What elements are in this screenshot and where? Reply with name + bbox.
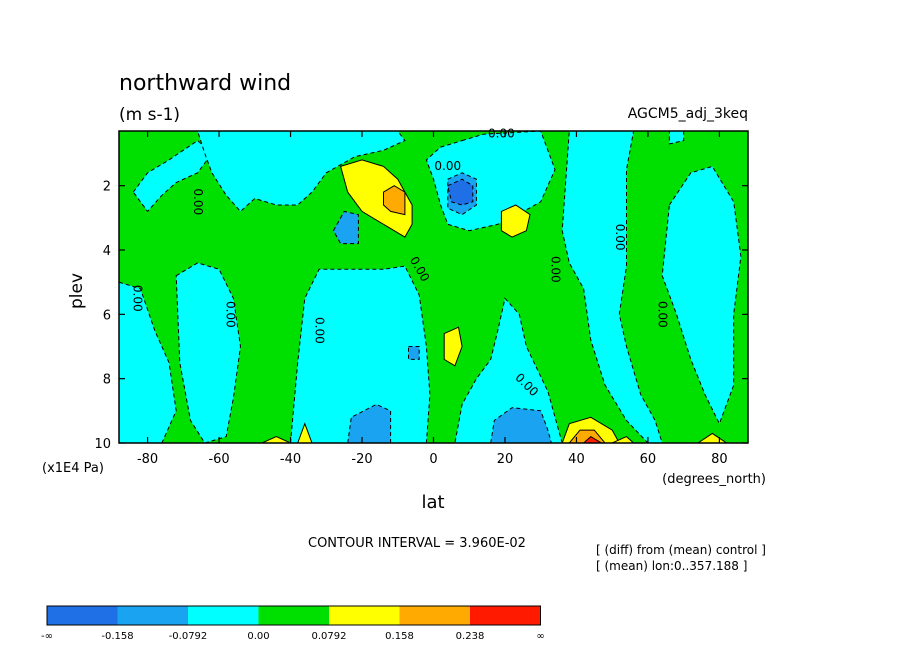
y-axis: 2 4 6 8 10 <box>94 180 748 452</box>
dataset-label: AGCM5_adj_3keq <box>628 106 748 122</box>
colorbar-label: -0.0792 <box>169 631 208 642</box>
contour-region-level--1-0 <box>132 139 213 213</box>
contour-region-level--2-0 <box>332 210 359 245</box>
y-axis-label: plev <box>67 273 87 309</box>
x-axis-units: (degrees_north) <box>662 472 766 487</box>
x-tick-label: -60 <box>208 452 229 467</box>
colorbar-label: 0.0792 <box>312 631 347 642</box>
colorbar-swatch <box>329 606 400 625</box>
colorbar-label: 0.00 <box>247 631 269 642</box>
contour-label: 0.00 <box>434 159 461 173</box>
contour-region-level--1-4 <box>289 265 431 443</box>
contour-region-level-1-1 <box>500 204 531 238</box>
contour-region-level--1-2 <box>119 281 177 443</box>
colorbar-label: ∞ <box>536 631 544 642</box>
y-tick-label: 4 <box>103 244 111 259</box>
contour-interval: CONTOUR INTERVAL = 3.960E-02 <box>308 536 526 551</box>
contour-region-level-1-3 <box>261 436 291 443</box>
contour-region-level-3-0 <box>582 435 603 443</box>
contour-region-level--1-8 <box>668 131 685 145</box>
colorbar-swatch <box>117 606 188 625</box>
x-tick-label: 80 <box>711 452 728 467</box>
contour-region-level-1-4 <box>297 422 313 443</box>
contour-label: 0.00 <box>656 301 670 328</box>
contour-label: 0.00 <box>613 224 627 251</box>
x-axis-label: lat <box>421 492 444 513</box>
colorbar-swatch <box>258 606 329 625</box>
colorbar-swatch <box>188 606 259 625</box>
contour-label: 0.00 <box>223 301 237 328</box>
y-tick-label: 10 <box>94 437 111 452</box>
contour-region-level-1-6 <box>611 436 635 443</box>
colorbar-label: 0.238 <box>456 631 485 642</box>
colorbar-label: -0.158 <box>101 631 133 642</box>
colorbar-swatch <box>399 606 470 625</box>
y-tick-label: 6 <box>103 308 111 323</box>
contour-region-level--2-2 <box>408 346 420 360</box>
y-tick-label: 2 <box>103 180 111 195</box>
contour-region-level--1-6 <box>454 297 563 443</box>
note-diff: [ (diff) from (mean) control ] <box>596 543 766 557</box>
contour-label: 0.00 <box>191 188 205 215</box>
contour-region-level--1-9 <box>661 165 742 425</box>
x-tick-label: 60 <box>640 452 657 467</box>
contour-label: 0.00 <box>488 127 515 141</box>
contour-region-level-1-2 <box>443 326 463 367</box>
y-tick-label: 8 <box>103 373 111 388</box>
contour-label: 0.00 <box>549 256 563 283</box>
contour-label: 0.00 <box>130 285 144 312</box>
x-tick-label: 0 <box>429 452 437 467</box>
x-tick-label: -20 <box>351 452 372 467</box>
contour-region-level--1-1 <box>197 131 406 213</box>
x-tick-label: -40 <box>280 452 301 467</box>
colorbar-swatch <box>47 606 118 625</box>
contour-region-level--1-7 <box>561 131 663 443</box>
x-tick-label: -80 <box>137 452 158 467</box>
plot-area <box>119 131 748 443</box>
y-axis-units: (x1E4 Pa) <box>42 461 104 476</box>
contour-region-level--2-4 <box>490 407 552 443</box>
note-mean: [ (mean) lon:0..357.188 ] <box>596 559 747 573</box>
chart-units: (m s-1) <box>119 105 180 125</box>
colorbar-label: -∞ <box>41 631 53 642</box>
contour-label: 0.00 <box>313 317 327 344</box>
colorbar: -∞ -0.158 -0.0792 0.00 0.0792 0.158 0.238 ∞ <box>41 605 545 642</box>
contour-region-level-1-0 <box>339 159 413 238</box>
colorbar-swatch <box>470 606 541 625</box>
contour-region-level--1-3 <box>175 262 242 443</box>
x-axis: -80 -60 -40 -20 0 20 40 60 80 <box>137 131 728 467</box>
x-tick-label: 40 <box>568 452 585 467</box>
x-tick-label: 20 <box>497 452 514 467</box>
chart-title: northward wind <box>119 71 291 96</box>
contour-region-level--3-0 <box>447 178 474 206</box>
colorbar-label: 0.158 <box>385 631 414 642</box>
contour-region-level-2-0 <box>383 185 406 216</box>
colorbar-frame <box>46 605 541 626</box>
contour-region-level--2-3 <box>347 403 392 443</box>
